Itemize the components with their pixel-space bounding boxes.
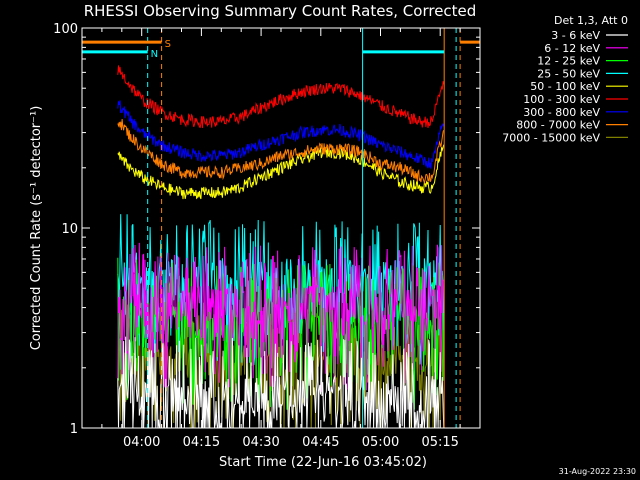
- state-label-N: N: [151, 49, 158, 60]
- series-line-4: [117, 144, 445, 200]
- legend-label-8: 7000 - 15000 keV: [502, 131, 600, 144]
- legend-label-5: 100 - 300 keV: [523, 93, 600, 106]
- state-label-S: S: [165, 39, 171, 50]
- legend-label-0: 3 - 6 keV: [551, 29, 600, 42]
- series-line-1: [117, 242, 445, 392]
- legend-label-7: 800 - 7000 keV: [516, 119, 600, 132]
- legend-label-6: 300 - 800 keV: [523, 106, 600, 119]
- legend-label-4: 50 - 100 keV: [530, 80, 600, 93]
- series-line-2: [117, 257, 445, 410]
- series-line-6: [117, 100, 445, 169]
- y-tick-label: 1: [70, 422, 78, 437]
- series-layer: [117, 65, 445, 428]
- x-tick-label: 04:30: [242, 435, 279, 450]
- x-tick-label: 05:15: [421, 435, 458, 450]
- legend-title: Det 1,3, Att 0: [554, 14, 628, 27]
- y-tick-label: 10: [61, 222, 78, 237]
- x-tick-label: 04:45: [302, 435, 339, 450]
- overlay-layer: SN: [82, 28, 480, 428]
- chart-title: RHESSI Observing Summary Count Rates, Co…: [84, 2, 477, 20]
- series-line-0: [117, 336, 445, 428]
- x-tick-label: 05:00: [362, 435, 399, 450]
- legend-label-1: 6 - 12 keV: [544, 42, 600, 55]
- series-line-7: [117, 119, 445, 185]
- y-tick-label: 100: [53, 22, 78, 37]
- legend-label-2: 12 - 25 keV: [537, 55, 600, 68]
- axis-ticks: 04:00 04:15 04:30 04:45 05:00 05:15 100 10 1: [53, 22, 481, 450]
- y-axis-title: Corrected Count Rate (s⁻¹ detector⁻¹): [29, 106, 44, 351]
- x-axis-title: Start Time (22-Jun-16 03:45:02): [219, 455, 427, 470]
- legend-label-3: 25 - 50 keV: [537, 67, 600, 80]
- series-line-5: [117, 65, 445, 129]
- footer-timestamp: 31-Aug-2022 23:30: [559, 467, 636, 476]
- x-tick-label: 04:15: [183, 435, 220, 450]
- x-tick-label: 04:00: [123, 435, 160, 450]
